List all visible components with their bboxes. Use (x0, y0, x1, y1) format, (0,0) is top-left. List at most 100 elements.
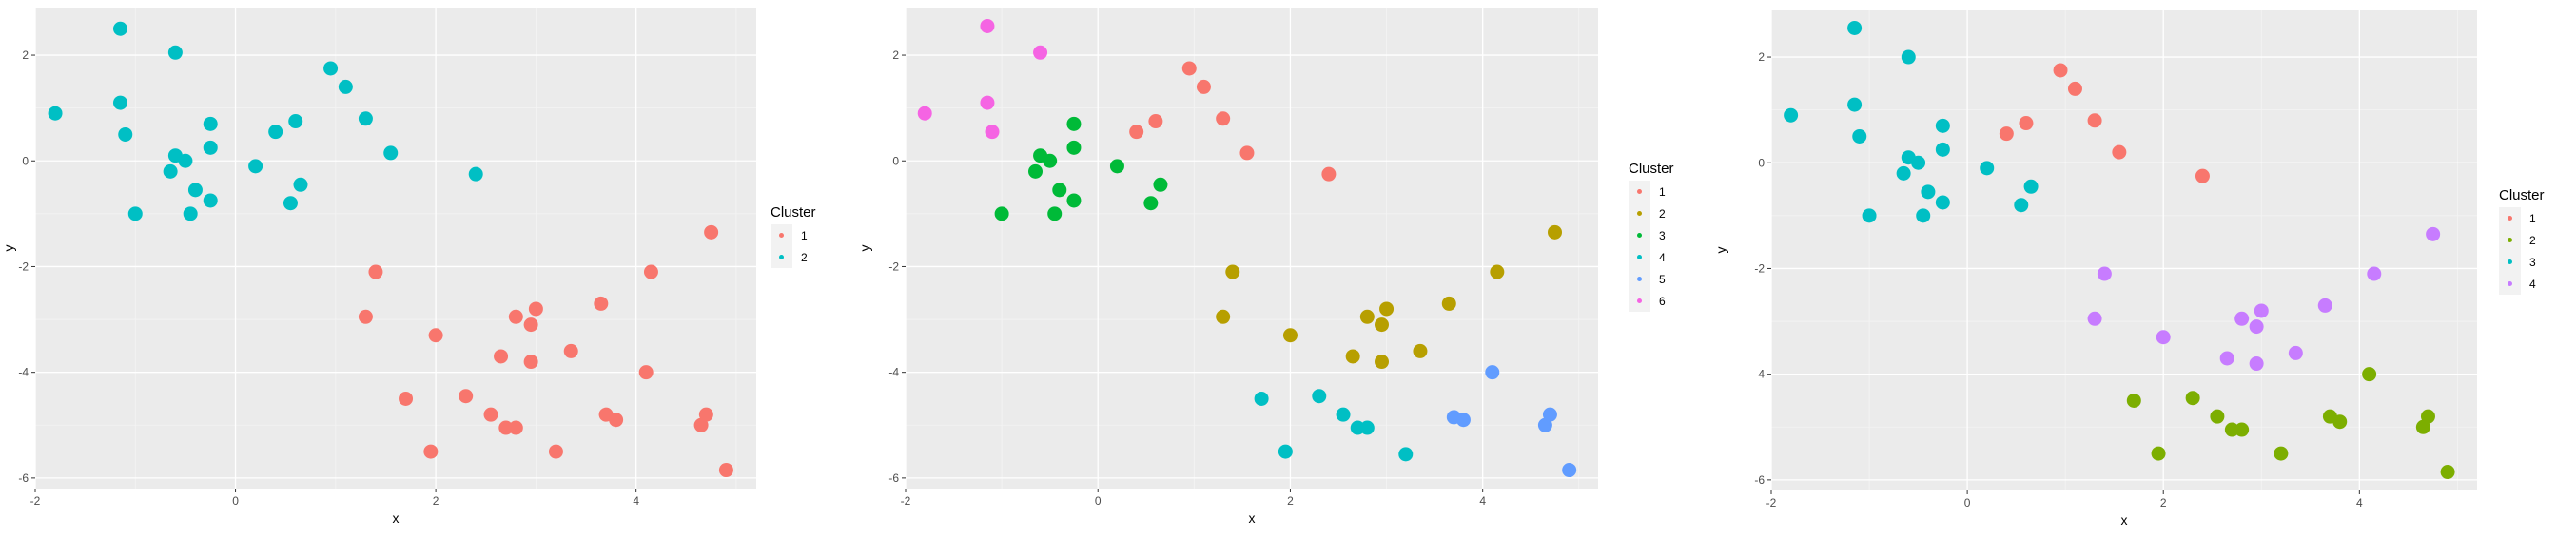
data-point-cluster-1 (1181, 61, 1197, 76)
legend-key-dot (1637, 255, 1642, 259)
data-point-cluster-2 (2126, 393, 2141, 408)
data-point-cluster-3 (1153, 177, 1168, 192)
data-point-cluster-3 (1028, 163, 1043, 179)
data-point-cluster-2 (48, 106, 63, 121)
data-point-cluster-4 (2234, 311, 2250, 326)
data-point-cluster-1 (563, 343, 578, 358)
data-point-cluster-2 (2210, 409, 2225, 424)
data-point-cluster-2 (2234, 422, 2250, 437)
legend-key-dot (2508, 238, 2512, 242)
data-point-cluster-2 (1490, 264, 1505, 279)
data-point-cluster-3 (1043, 153, 1058, 168)
legend-title: Cluster (2499, 187, 2545, 203)
y-tick-label: -2 (1754, 261, 1765, 275)
y-tick-label: -4 (888, 366, 899, 379)
data-point-cluster-2 (203, 193, 218, 208)
data-point-cluster-5 (1455, 413, 1471, 428)
data-point-cluster-1 (2053, 63, 2068, 78)
data-point-cluster-5 (1542, 407, 1557, 422)
y-tick-label: -2 (18, 259, 29, 273)
y-tick-label: 0 (892, 154, 899, 167)
x-tick-label: 2 (1287, 494, 1294, 508)
data-point-cluster-1 (1148, 114, 1163, 129)
data-point-cluster-2 (127, 206, 143, 221)
x-tick-label: -2 (1766, 496, 1777, 509)
x-tick-label: 2 (2160, 496, 2167, 509)
plot-background (35, 8, 756, 489)
data-point-cluster-3 (1911, 155, 1926, 170)
legend-label: 2 (801, 251, 808, 264)
data-point-cluster-2 (112, 95, 127, 110)
data-point-cluster-2 (1282, 328, 1298, 343)
x-tick-label: 2 (433, 494, 439, 508)
legend-label: 4 (1659, 251, 1666, 264)
data-point-cluster-3 (1047, 206, 1063, 221)
data-point-cluster-2 (268, 125, 283, 140)
data-point-cluster-1 (548, 444, 563, 459)
x-tick-label: 0 (1964, 496, 1971, 509)
legend-key-dot (1637, 298, 1642, 303)
data-point-cluster-3 (1143, 196, 1159, 211)
data-point-cluster-6 (985, 125, 1000, 140)
legend-key-dot (2508, 216, 2512, 221)
data-point-cluster-2 (112, 21, 127, 36)
data-point-cluster-3 (1862, 208, 1877, 223)
legend-key-dot (1637, 211, 1642, 216)
y-tick-label: 0 (22, 154, 29, 167)
data-point-cluster-3 (1066, 116, 1082, 131)
data-point-cluster-3 (1935, 142, 1950, 157)
legend-label: 2 (2529, 234, 2536, 247)
data-point-cluster-2 (163, 163, 178, 179)
data-point-cluster-1 (2087, 113, 2102, 128)
legend-title: Cluster (1629, 161, 1674, 177)
data-point-cluster-2 (1359, 309, 1375, 324)
data-point-cluster-3 (1852, 128, 1867, 144)
data-point-cluster-1 (638, 365, 654, 380)
chart-2-svg: -2 0 2 4 2 0 -2 -4 -6 x y Cluster 1 2 3 4 5 6 (857, 8, 1674, 526)
data-point-cluster-1 (1129, 125, 1144, 140)
y-tick-label: 0 (1758, 156, 1765, 169)
data-point-cluster-2 (2362, 367, 2377, 382)
legend-key-dot (1637, 277, 1642, 281)
data-point-cluster-2 (1225, 264, 1240, 279)
data-point-cluster-1 (494, 349, 509, 364)
x-tick-label: 4 (2356, 496, 2363, 509)
data-point-cluster-4 (2087, 311, 2102, 326)
data-point-cluster-2 (358, 111, 373, 126)
data-point-cluster-2 (1379, 301, 1395, 317)
data-point-cluster-4 (2249, 356, 2264, 372)
legend-label: 1 (2529, 212, 2536, 225)
data-point-cluster-1 (698, 407, 713, 422)
data-point-cluster-6 (980, 18, 995, 33)
x-tick-label: -2 (30, 494, 41, 508)
y-tick-label: -6 (888, 471, 899, 485)
data-point-cluster-4 (2156, 330, 2171, 345)
legend-label: 1 (801, 229, 808, 242)
chart-3-svg: -2 0 2 4 2 0 -2 -4 -6 x y Cluster 1 2 3 4 (1713, 10, 2545, 528)
data-point-cluster-1 (358, 309, 373, 324)
x-tick-label: 0 (1095, 494, 1102, 508)
data-point-cluster-3 (2023, 179, 2039, 194)
data-point-cluster-4 (1254, 391, 1269, 406)
data-point-cluster-2 (2274, 446, 2289, 461)
legend-label: 3 (1659, 229, 1666, 242)
legend-key-dot (779, 233, 784, 238)
data-point-cluster-1 (508, 420, 523, 435)
legend-label: 3 (2529, 256, 2536, 269)
data-point-cluster-4 (2249, 319, 2264, 335)
data-point-cluster-3 (1980, 161, 1995, 176)
data-point-cluster-3 (1847, 20, 1863, 35)
data-point-cluster-1 (704, 224, 719, 240)
data-point-cluster-2 (203, 116, 218, 131)
legend-key-dot (1637, 233, 1642, 238)
data-point-cluster-2 (323, 61, 339, 76)
data-point-cluster-3 (1066, 140, 1082, 155)
legend-key-dot (2508, 281, 2512, 286)
data-point-cluster-1 (1239, 145, 1255, 161)
data-point-cluster-1 (423, 444, 439, 459)
data-point-cluster-2 (203, 140, 218, 155)
y-tick-label: -4 (18, 366, 29, 379)
data-point-cluster-3 (1109, 159, 1124, 174)
plot-background (1771, 10, 2477, 490)
data-point-cluster-3 (1921, 184, 1936, 200)
